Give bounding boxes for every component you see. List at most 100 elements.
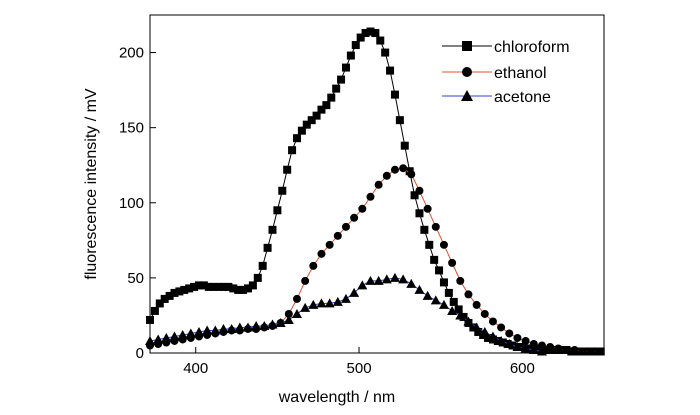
data-point-ethanol-21 <box>317 249 326 258</box>
data-point-chloroform-21 <box>248 281 257 290</box>
data-point-chloroform-45 <box>366 27 375 36</box>
data-point-ethanol-42 <box>488 317 497 326</box>
data-point-chloroform-30 <box>292 134 301 143</box>
data-point-chloroform-36 <box>322 101 331 110</box>
data-point-chloroform-43 <box>356 33 365 42</box>
data-point-ethanol-54 <box>586 347 595 356</box>
data-point-ethanol-44 <box>505 329 514 338</box>
data-point-acetone-33 <box>414 284 425 294</box>
series-layer <box>145 27 605 356</box>
data-point-chloroform-55 <box>415 209 424 218</box>
data-point-chloroform-15 <box>219 282 228 291</box>
data-point-ethanol-39 <box>464 290 473 299</box>
data-point-chloroform-32 <box>302 120 311 129</box>
data-point-acetone-30 <box>389 272 400 282</box>
data-point-chloroform-0 <box>146 315 154 324</box>
data-point-chloroform-52 <box>400 141 409 150</box>
data-point-ethanol-18 <box>292 294 301 303</box>
data-point-chloroform-4 <box>165 291 174 300</box>
data-point-ethanol-45 <box>513 333 522 342</box>
data-point-acetone-19 <box>300 302 311 312</box>
data-point-chloroform-11 <box>199 281 208 290</box>
data-point-acetone-21 <box>316 298 327 308</box>
data-point-ethanol-26 <box>358 204 367 213</box>
data-point-ethanol-49 <box>546 342 555 351</box>
data-point-chloroform-40 <box>341 63 350 72</box>
data-point-acetone-15 <box>267 319 278 329</box>
data-point-chloroform-2 <box>155 299 164 308</box>
data-point-chloroform-1 <box>150 306 159 315</box>
data-point-chloroform-47 <box>376 36 385 45</box>
legend-label-ethanol: ethanol <box>494 65 547 82</box>
data-point-acetone-12 <box>242 322 253 332</box>
data-point-acetone-44 <box>504 338 515 348</box>
data-point-ethanol-36 <box>439 240 448 249</box>
data-point-chloroform-35 <box>317 105 326 114</box>
data-point-acetone-36 <box>438 299 449 309</box>
data-point-acetone-0 <box>145 335 155 345</box>
data-point-chloroform-61 <box>444 288 453 297</box>
data-point-chloroform-6 <box>175 287 184 296</box>
data-point-ethanol-38 <box>456 276 465 285</box>
data-point-chloroform-51 <box>395 116 404 125</box>
data-point-chloroform-56 <box>420 225 429 234</box>
data-point-chloroform-10 <box>194 281 203 290</box>
data-point-acetone-48 <box>536 346 547 356</box>
x-tick-label-600: 600 <box>510 360 535 377</box>
data-point-chloroform-48 <box>381 48 390 57</box>
data-point-ethanol-17 <box>284 309 293 318</box>
data-point-chloroform-57 <box>425 240 434 249</box>
data-point-chloroform-29 <box>288 146 297 155</box>
data-point-chloroform-25 <box>268 225 277 234</box>
data-point-acetone-41 <box>479 326 490 336</box>
data-point-chloroform-59 <box>435 266 444 275</box>
data-point-ethanol-50 <box>554 344 563 353</box>
data-point-ethanol-30 <box>390 165 399 174</box>
data-point-acetone-22 <box>324 298 335 308</box>
series-line-ethanol <box>149 167 600 352</box>
data-point-ethanol-48 <box>537 341 546 350</box>
data-point-acetone-43 <box>496 335 507 345</box>
data-point-ethanol-20 <box>309 261 318 270</box>
data-point-chloroform-23 <box>258 261 267 270</box>
plot-area-frame <box>149 14 605 354</box>
data-point-ethanol-41 <box>480 309 489 318</box>
data-point-chloroform-76 <box>518 342 527 351</box>
data-point-ethanol-46 <box>521 336 530 345</box>
data-point-chloroform-37 <box>327 93 336 102</box>
data-point-acetone-18 <box>291 308 302 318</box>
data-point-ethanol-32 <box>407 170 416 179</box>
data-point-chloroform-13 <box>209 282 218 291</box>
data-point-chloroform-24 <box>263 243 272 252</box>
data-point-ethanol-40 <box>472 300 481 309</box>
data-point-ethanol-23 <box>333 231 342 240</box>
data-point-acetone-14 <box>259 320 270 330</box>
data-point-chloroform-5 <box>170 288 179 297</box>
data-point-chloroform-54 <box>410 191 419 200</box>
data-point-ethanol-29 <box>382 171 391 180</box>
data-point-acetone-1 <box>153 334 164 344</box>
data-point-chloroform-31 <box>297 126 306 135</box>
data-point-acetone-24 <box>340 293 351 303</box>
data-point-acetone-38 <box>455 310 466 320</box>
data-point-chloroform-33 <box>307 116 316 125</box>
series-ethanol <box>146 164 604 356</box>
data-point-chloroform-22 <box>253 273 262 282</box>
y-axis-label: fluorescence intensity / mV <box>83 88 100 280</box>
data-point-chloroform-17 <box>229 284 238 293</box>
data-point-chloroform-34 <box>312 111 321 120</box>
data-point-ethanol-37 <box>448 258 457 267</box>
data-point-ethanol-47 <box>529 339 538 348</box>
data-point-ethanol-27 <box>366 192 375 201</box>
data-point-acetone-35 <box>430 295 441 305</box>
data-point-chloroform-81 <box>542 345 551 354</box>
legend: chloroform ethanol acetone <box>442 39 570 106</box>
data-point-acetone-39 <box>463 316 474 326</box>
data-point-chloroform-79 <box>533 344 542 353</box>
data-point-acetone-11 <box>234 322 245 332</box>
series-chloroform <box>146 27 605 356</box>
data-point-chloroform-44 <box>361 29 370 38</box>
data-point-acetone-17 <box>283 314 294 324</box>
data-point-acetone-2 <box>161 332 172 342</box>
data-point-acetone-47 <box>528 344 539 354</box>
